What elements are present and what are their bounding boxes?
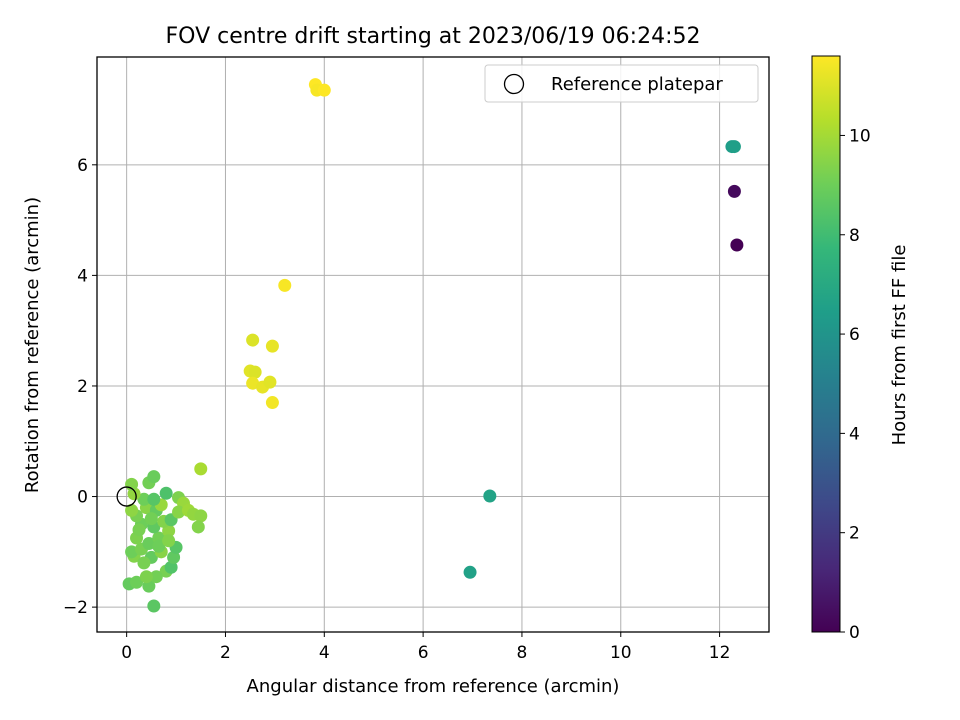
data-point: [194, 462, 208, 476]
x-axis-label: Angular distance from reference (arcmin): [247, 676, 620, 697]
y-tick-label: 2: [77, 377, 88, 397]
data-point: [144, 512, 158, 526]
y-tick-label: 6: [77, 156, 88, 176]
x-tick-label: 0: [121, 643, 132, 663]
data-point: [194, 509, 208, 523]
data-point: [463, 565, 477, 579]
data-point: [149, 570, 163, 584]
data-point: [125, 503, 139, 517]
y-axis-label: Rotation from reference (arcmin): [22, 197, 43, 493]
x-axis-ticks: 0 2 4 6 8 10 12: [121, 632, 730, 663]
data-point: [265, 396, 279, 410]
data-point: [727, 140, 741, 154]
legend-box: [484, 64, 759, 103]
reference-point-marker: [116, 486, 137, 507]
colorbar-tick-label: 0: [849, 623, 860, 643]
y-tick-label: 0: [77, 488, 88, 508]
data-point: [162, 534, 176, 548]
x-tick-label: 2: [220, 643, 231, 663]
y-tick-label: 4: [77, 266, 88, 286]
colorbar-tick-label: 10: [849, 126, 871, 146]
data-point: [265, 339, 279, 353]
data-point: [246, 376, 260, 390]
x-tick-label: 10: [610, 643, 632, 663]
data-point: [125, 545, 139, 559]
colorbar-tick-label: 2: [849, 524, 860, 544]
data-point: [130, 575, 144, 589]
colorbar-label: Hours from first FF file: [889, 245, 910, 446]
data-point: [246, 333, 260, 347]
data-point: [159, 486, 173, 500]
colorbar-tick-label: 4: [849, 424, 860, 444]
x-tick-label: 4: [319, 643, 330, 663]
grid: [97, 57, 769, 632]
data-point: [167, 550, 181, 564]
data-points: [116, 78, 744, 613]
data-point: [191, 520, 205, 534]
plot-frame: [96, 56, 770, 633]
data-point: [137, 492, 151, 506]
chart-title: FOV centre drift starting at 2023/06/19 …: [166, 24, 701, 49]
data-point: [147, 599, 161, 613]
x-tick-label: 12: [709, 643, 731, 663]
y-tick-label: −2: [63, 598, 88, 618]
colorbar-ticks: 0 2 4 6 8 10: [840, 126, 871, 643]
x-tick-label: 8: [517, 643, 528, 663]
data-point: [263, 375, 277, 389]
data-point: [317, 83, 331, 97]
legend-label: Reference platepar: [551, 74, 723, 95]
data-point: [483, 489, 497, 503]
colorbar: [811, 55, 841, 633]
colorbar-tick-label: 6: [849, 325, 860, 345]
data-point: [730, 238, 744, 252]
data-point: [147, 492, 161, 506]
data-point: [142, 537, 156, 551]
data-point: [147, 470, 161, 484]
legend-marker-open-circle: [503, 73, 525, 95]
data-point: [139, 570, 153, 584]
x-tick-label: 6: [418, 643, 429, 663]
data-point: [132, 523, 146, 537]
data-point: [727, 184, 741, 198]
data-point: [164, 560, 178, 574]
y-axis-ticks: −2 0 2 4 6: [63, 156, 97, 618]
data-point: [278, 278, 292, 292]
colorbar-tick-label: 8: [849, 226, 860, 246]
data-point: [137, 556, 151, 570]
data-point: [248, 365, 262, 379]
legend: Reference platepar: [484, 64, 759, 103]
data-point: [152, 539, 166, 553]
data-point: [172, 505, 186, 519]
